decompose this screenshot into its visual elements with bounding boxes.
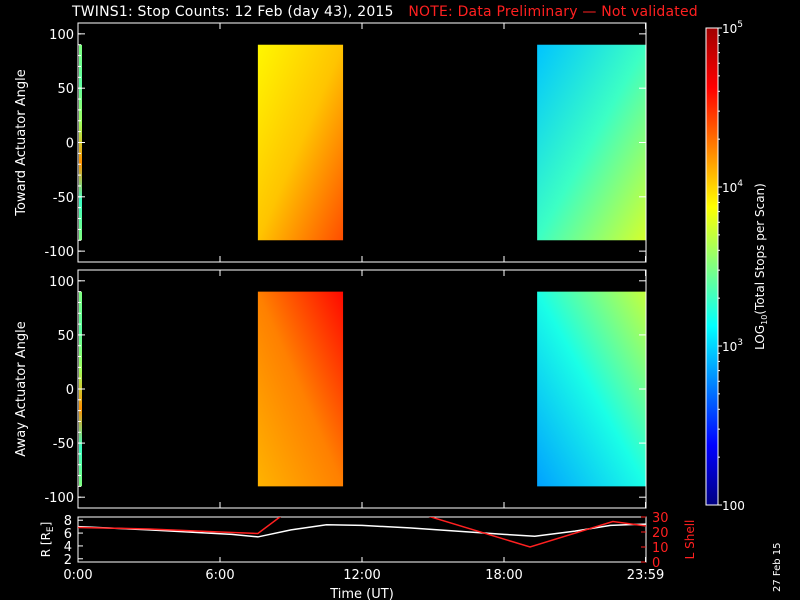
toward-ytick-label: 100 [49, 28, 74, 43]
colorbar-label: LOG10(Total Stops per Scan) [753, 183, 769, 350]
away-ytick-label: -100 [44, 491, 74, 506]
ephemeris-series-r-line [78, 523, 646, 538]
colorbar [705, 27, 719, 506]
ephemeris-ytick-left-label: 8 [64, 514, 72, 529]
chart-title: TWINS1: Stop Counts: 12 Feb (day 43), 20… [72, 4, 698, 20]
away-data-block-1 [257, 291, 344, 487]
ephemeris-xtick-label: 0:00 [63, 568, 92, 583]
toward-ytick-label: -50 [53, 191, 74, 206]
colorbar-tick-label: 103 [722, 338, 743, 354]
colorbar-tick-label: 105 [722, 20, 743, 36]
ephemeris-ylabel-right: L Shell [683, 520, 697, 560]
ephemeris-ytick-right-label: 10 [652, 541, 669, 556]
toward-data-block-1 [257, 44, 344, 241]
toward-ytick-label: 50 [57, 82, 74, 97]
ephemeris-ytick-left-label: 6 [64, 527, 72, 542]
ephemeris-ylabel-left: R [RE] [39, 522, 56, 558]
side-date-label: 27 Feb 15 [772, 542, 783, 592]
away-ylabel: Away Actuator Angle [14, 321, 29, 456]
away-data-block-2 [537, 291, 646, 487]
ephemeris-ytick-left-label: 2 [64, 553, 72, 568]
ephemeris-xtick-label: 18:00 [485, 568, 522, 583]
away-ytick-label: 50 [57, 329, 74, 344]
away-ytick-label: 100 [49, 275, 74, 290]
away-ytick-label: 0 [66, 383, 74, 398]
ephemeris-ytick-right-label: 30 [652, 511, 669, 526]
title-note: NOTE: Data Preliminary — Not validated [408, 4, 698, 20]
colorbar-tick-label: 100 [722, 499, 745, 513]
x-axis-label: Time (UT) [329, 587, 394, 600]
ephemeris-xtick-label: 12:00 [343, 568, 380, 583]
title-main: TWINS1: Stop Counts: 12 Feb (day 43), 20… [72, 4, 394, 20]
ephemeris-ytick-left-label: 4 [64, 540, 72, 555]
ephemeris-ytick-right-label: 20 [652, 526, 669, 541]
away-ytick-label: -50 [53, 437, 74, 452]
ephemeris-axis-frame [77, 516, 647, 563]
toward-ylabel: Toward Actuator Angle [14, 69, 29, 216]
ephemeris-ytick-right-label: 0 [652, 556, 660, 571]
toward-data-block-2 [537, 44, 646, 241]
toward-ytick-label: -100 [44, 245, 74, 260]
ephemeris-series-l-shell-line [78, 517, 646, 548]
toward-ytick-label: 0 [66, 137, 74, 152]
ephemeris-xtick-label: 23:59 [627, 568, 664, 583]
ephemeris-xtick-label: 6:00 [205, 568, 234, 583]
colorbar-tick-label: 104 [722, 179, 743, 195]
